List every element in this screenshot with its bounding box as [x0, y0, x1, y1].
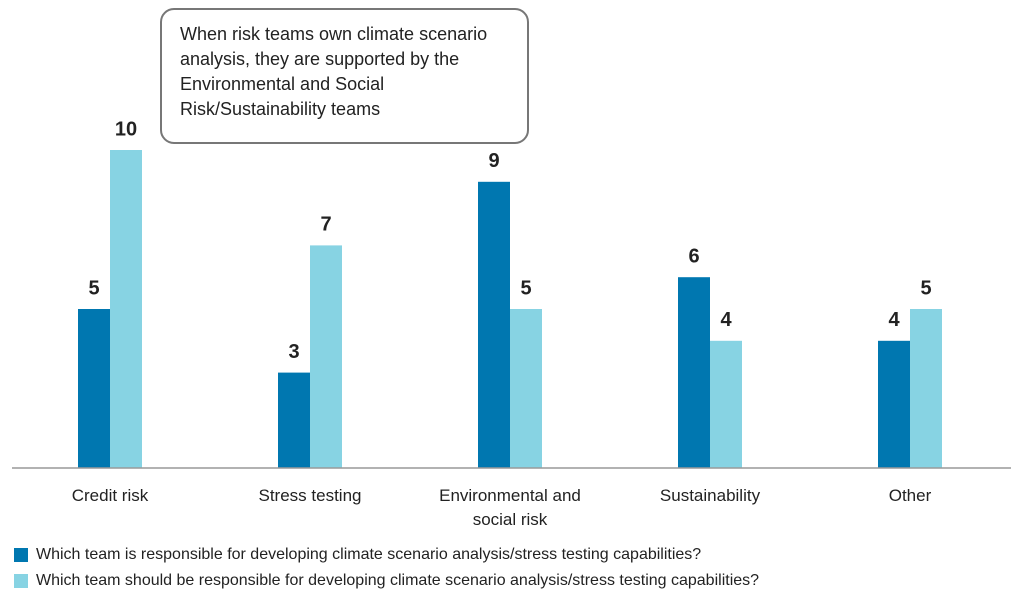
bar — [478, 181, 510, 469]
value-label: 5 — [920, 277, 931, 299]
x-tick-label: Credit risk — [71, 486, 149, 505]
value-label: 7 — [320, 214, 331, 236]
value-label: 5 — [520, 277, 531, 299]
legend-item: Which team is responsible for developing… — [14, 546, 701, 564]
bar — [678, 277, 710, 468]
legend-label: Which team is responsible for developing… — [36, 546, 702, 563]
legend-item: Which team should be responsible for dev… — [14, 572, 759, 590]
legend-swatch — [14, 574, 28, 588]
value-label: 9 — [488, 150, 499, 172]
value-label: 3 — [288, 341, 299, 363]
value-label: 4 — [888, 309, 900, 331]
value-label: 10 — [115, 118, 137, 140]
bar — [510, 309, 542, 468]
legend-swatch — [14, 548, 28, 562]
bar — [310, 245, 342, 468]
value-label: 6 — [688, 245, 699, 267]
bar — [278, 372, 310, 468]
bar — [878, 340, 910, 468]
x-tick-label: Stress testing — [258, 486, 362, 505]
annotation: When risk teams own climate scenario ana… — [160, 8, 529, 144]
value-label: 4 — [720, 309, 732, 331]
x-tick-label: Environmental and social risk — [439, 486, 581, 529]
bar — [910, 309, 942, 468]
x-tick-label: Other — [888, 486, 932, 505]
legend-label: Which team should be responsible for dev… — [36, 572, 760, 589]
value-label: 5 — [88, 277, 99, 299]
bar — [78, 309, 110, 468]
bar — [110, 150, 142, 468]
bar — [710, 340, 742, 468]
x-tick-label: Sustainability — [659, 486, 761, 505]
